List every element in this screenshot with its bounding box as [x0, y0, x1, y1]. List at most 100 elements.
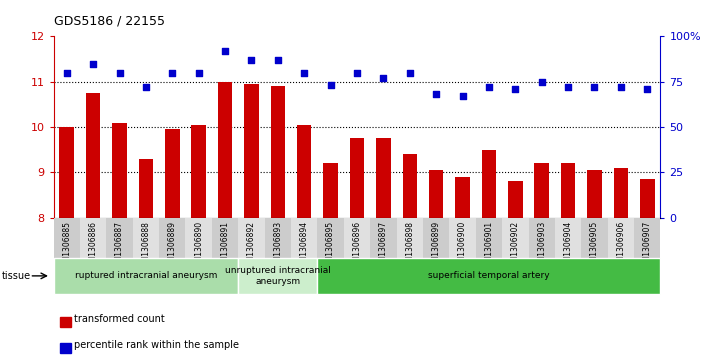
Bar	[291, 218, 318, 258]
Bar	[297, 125, 311, 218]
Bar	[344, 218, 370, 258]
Point	[298, 70, 310, 76]
Point	[615, 84, 627, 90]
Bar	[396, 218, 423, 258]
Point	[483, 84, 495, 90]
Bar	[238, 258, 318, 294]
Point	[404, 70, 416, 76]
Bar	[456, 177, 470, 218]
Bar	[502, 218, 528, 258]
Bar	[191, 125, 206, 218]
Bar	[244, 84, 258, 218]
Bar	[80, 218, 106, 258]
Text: GSM1306905: GSM1306905	[590, 221, 599, 272]
Bar	[555, 218, 581, 258]
Bar	[139, 159, 154, 218]
Bar	[323, 163, 338, 218]
Bar	[212, 218, 238, 258]
Bar	[581, 218, 608, 258]
Bar	[482, 150, 496, 218]
Bar	[54, 218, 80, 258]
Text: GDS5186 / 22155: GDS5186 / 22155	[54, 15, 164, 28]
Text: GSM1306899: GSM1306899	[432, 221, 441, 272]
Text: GSM1306893: GSM1306893	[273, 221, 282, 272]
Bar	[449, 218, 476, 258]
Bar	[634, 218, 660, 258]
Bar	[238, 218, 265, 258]
Text: GSM1306892: GSM1306892	[247, 221, 256, 272]
Point	[272, 57, 283, 63]
Point	[378, 75, 389, 81]
Bar	[403, 154, 417, 218]
Text: GSM1306890: GSM1306890	[194, 221, 203, 272]
Bar	[608, 218, 634, 258]
Point	[246, 57, 257, 63]
Text: GSM1306897: GSM1306897	[379, 221, 388, 272]
Point	[642, 86, 653, 92]
Bar	[165, 129, 179, 218]
Point	[140, 84, 151, 90]
Bar	[476, 218, 502, 258]
Text: GSM1306896: GSM1306896	[353, 221, 361, 272]
Bar	[429, 170, 443, 218]
Bar	[218, 82, 232, 218]
Point	[166, 70, 178, 76]
Text: GSM1306907: GSM1306907	[643, 221, 652, 272]
Point	[351, 70, 363, 76]
Text: GSM1306888: GSM1306888	[141, 221, 151, 272]
Bar	[376, 138, 391, 218]
Bar	[528, 218, 555, 258]
Text: GSM1306887: GSM1306887	[115, 221, 124, 272]
Bar	[112, 123, 127, 218]
Bar	[106, 218, 133, 258]
Text: GSM1306903: GSM1306903	[537, 221, 546, 272]
Bar	[318, 258, 660, 294]
Bar	[423, 218, 449, 258]
Text: GSM1306885: GSM1306885	[62, 221, 71, 272]
Text: transformed count: transformed count	[74, 314, 165, 323]
Point	[589, 84, 600, 90]
Text: GSM1306894: GSM1306894	[300, 221, 308, 272]
Bar	[613, 168, 628, 218]
Bar	[54, 258, 238, 294]
Text: GSM1306891: GSM1306891	[221, 221, 230, 272]
Bar	[318, 218, 344, 258]
Text: GSM1306904: GSM1306904	[563, 221, 573, 272]
Text: percentile rank within the sample: percentile rank within the sample	[74, 340, 239, 350]
Text: ruptured intracranial aneurysm: ruptured intracranial aneurysm	[75, 272, 217, 280]
Bar	[159, 218, 186, 258]
Point	[114, 70, 125, 76]
Bar	[271, 86, 285, 218]
Text: superficial temporal artery: superficial temporal artery	[428, 272, 550, 280]
Point	[536, 79, 548, 85]
Point	[193, 70, 204, 76]
Bar	[560, 163, 575, 218]
Bar	[350, 138, 364, 218]
Text: GSM1306900: GSM1306900	[458, 221, 467, 272]
Text: unruptured intracranial
aneurysm: unruptured intracranial aneurysm	[225, 266, 331, 286]
Text: tissue: tissue	[1, 271, 31, 281]
Bar	[60, 343, 71, 353]
Bar	[60, 317, 71, 327]
Bar	[535, 163, 549, 218]
Bar	[508, 182, 523, 218]
Bar	[86, 93, 101, 218]
Point	[61, 70, 72, 76]
Bar	[265, 218, 291, 258]
Bar	[186, 218, 212, 258]
Text: GSM1306906: GSM1306906	[616, 221, 625, 272]
Text: GSM1306898: GSM1306898	[406, 221, 414, 272]
Text: GSM1306886: GSM1306886	[89, 221, 98, 272]
Point	[563, 84, 574, 90]
Text: GSM1306895: GSM1306895	[326, 221, 335, 272]
Text: GSM1306901: GSM1306901	[484, 221, 493, 272]
Bar	[640, 179, 655, 218]
Bar	[370, 218, 396, 258]
Point	[219, 48, 231, 54]
Bar	[133, 218, 159, 258]
Text: GSM1306889: GSM1306889	[168, 221, 177, 272]
Point	[510, 86, 521, 92]
Text: GSM1306902: GSM1306902	[511, 221, 520, 272]
Point	[457, 93, 468, 99]
Point	[325, 82, 336, 88]
